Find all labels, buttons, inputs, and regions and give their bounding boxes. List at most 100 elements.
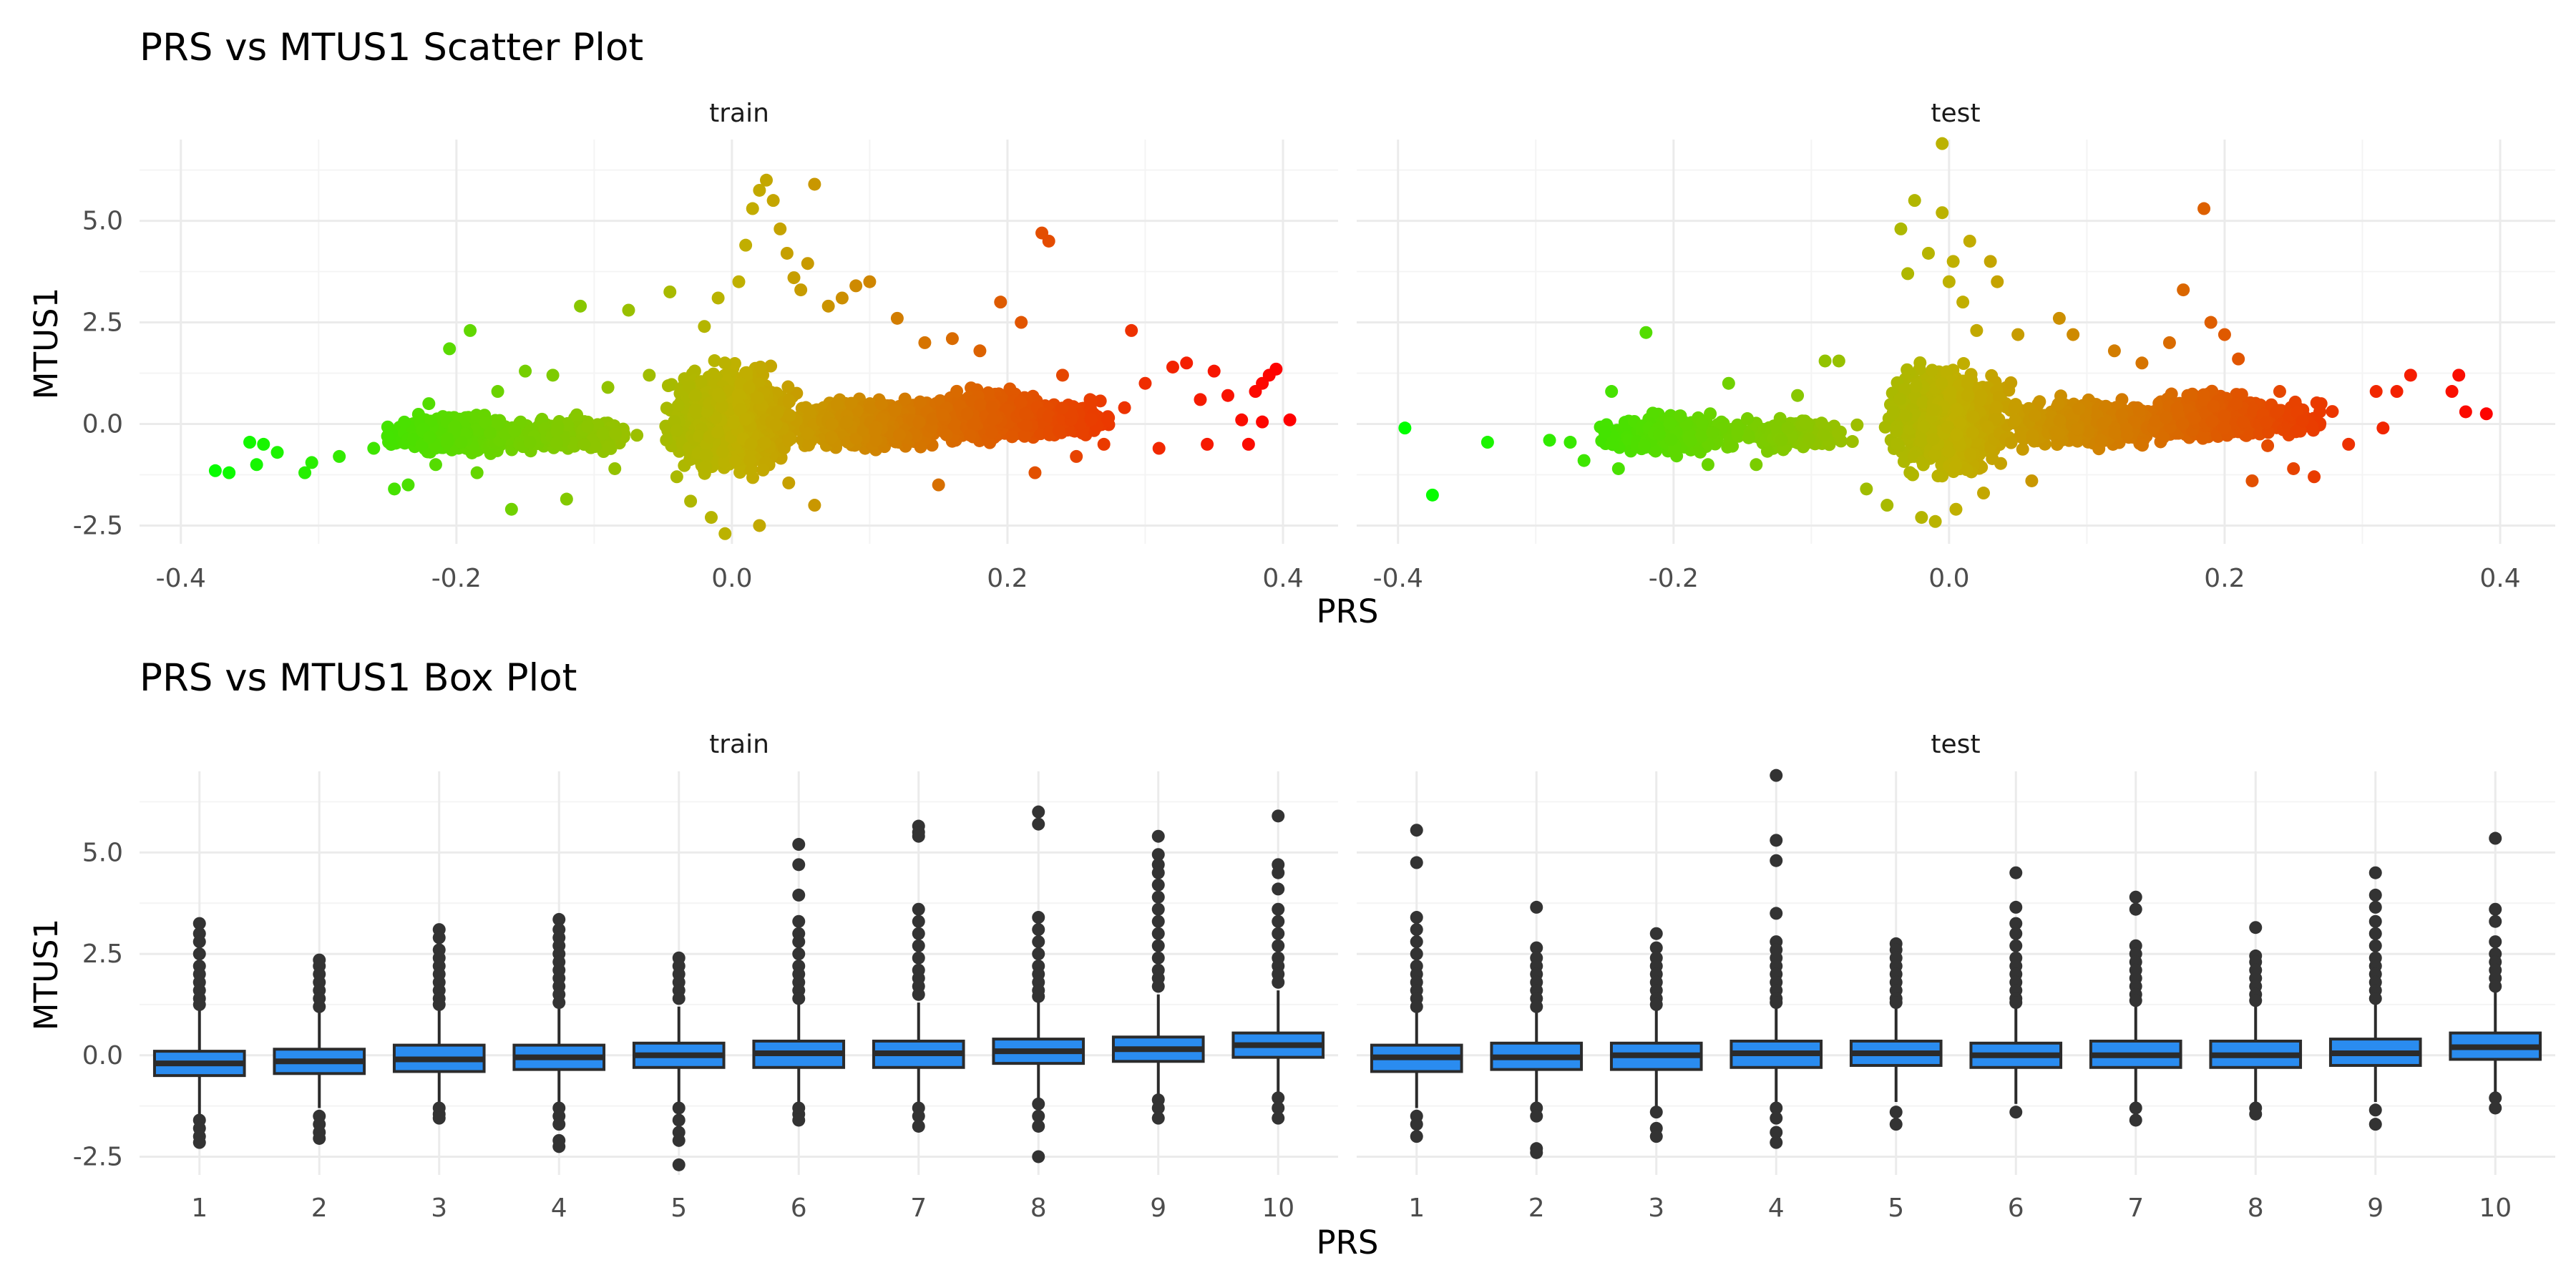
scatter-point — [863, 275, 877, 288]
x-tick-label: 0.2 — [987, 564, 1028, 593]
scatter-point — [398, 415, 411, 429]
scatter-point — [1802, 432, 1815, 446]
scatter-point — [728, 454, 742, 468]
scatter-point — [985, 426, 998, 439]
scatter-point — [1097, 437, 1111, 451]
scatter-point — [756, 463, 770, 477]
scatter-point — [1682, 432, 1696, 446]
scatter-point — [758, 436, 771, 449]
scatter-point — [1018, 429, 1031, 443]
scatter-point — [766, 194, 780, 208]
y-tick-label: 5.0 — [82, 207, 123, 236]
scatter-point — [622, 303, 635, 317]
scatter-point — [825, 431, 839, 444]
scatter-point — [973, 344, 987, 358]
scatter-point — [429, 458, 442, 472]
scatter-point — [771, 406, 784, 419]
scatter-point — [963, 429, 977, 442]
scatter-point — [718, 527, 732, 540]
scatter-point — [801, 427, 814, 441]
scatter-point — [270, 446, 284, 459]
scatter-point — [1221, 389, 1234, 402]
scatter-point — [588, 440, 602, 454]
scatter-point — [596, 427, 610, 441]
scatter-point — [1269, 362, 1283, 376]
scatter-point — [1798, 416, 1812, 429]
scatter-point — [1083, 393, 1097, 406]
scatter-point — [753, 519, 766, 532]
scatter-point — [1028, 466, 1042, 479]
scatter-point — [577, 438, 591, 452]
x-tick-label: 0.4 — [1262, 564, 1303, 593]
scatter-point — [1015, 316, 1028, 329]
scatter-point — [601, 381, 615, 394]
scatter-point — [746, 202, 759, 215]
scatter-point — [753, 360, 767, 374]
y-tick-label: 0.0 — [82, 409, 123, 439]
x-tick-label: -0.4 — [1373, 564, 1423, 593]
scatter-point — [630, 429, 644, 442]
scatter-point — [1042, 234, 1055, 248]
scatter-point — [523, 436, 537, 449]
scatter-point — [782, 476, 796, 489]
scatter-facet-train-label: train — [709, 99, 769, 128]
scatter-point — [787, 271, 801, 285]
scatter-point — [1652, 428, 1666, 441]
scatter-point — [890, 311, 904, 325]
scatter-point — [688, 403, 702, 416]
scatter-panel-test: -0.4 -0.2 0.0 0.2 0.4 — [1357, 137, 2555, 593]
scatter-point — [470, 466, 484, 479]
scatter-point — [783, 409, 796, 422]
scatter-point — [868, 424, 882, 438]
scatter-point — [1832, 426, 1845, 440]
scatter-point — [551, 419, 565, 433]
scatter-point — [367, 441, 381, 455]
scatter-point — [739, 238, 753, 252]
scatter-point — [711, 291, 725, 305]
scatter-point — [602, 440, 615, 454]
scatter-point — [1695, 416, 1709, 430]
scatter-point — [1125, 323, 1138, 337]
scatter-point — [257, 437, 270, 451]
scatter-point — [484, 426, 497, 440]
x-tick-label: -0.2 — [431, 564, 482, 593]
scatter-point — [874, 397, 888, 411]
scatter-point — [670, 470, 683, 484]
scatter-point — [936, 409, 950, 422]
scatter-point — [1166, 360, 1179, 374]
scatter-point — [711, 426, 725, 439]
scatter-point — [546, 369, 560, 382]
scatter-point — [1194, 393, 1207, 406]
scatter-point — [940, 428, 953, 441]
scatter-point — [1055, 401, 1069, 415]
scatter-point — [932, 478, 945, 492]
scatter-point — [1742, 431, 1755, 444]
scatter-point — [491, 385, 504, 399]
scatter-point — [808, 177, 821, 191]
scatter-point — [1005, 430, 1019, 444]
scatter-point — [1664, 433, 1678, 447]
scatter-point — [1663, 417, 1677, 431]
scatter-point — [470, 423, 484, 436]
scatter-point — [223, 466, 236, 479]
scatter-point — [1207, 364, 1221, 378]
scatter-point — [661, 379, 675, 393]
y-tick-label: -2.5 — [73, 511, 123, 540]
x-tick-label: 0.0 — [711, 564, 752, 593]
scatter-point — [744, 437, 758, 451]
scatter-point — [731, 388, 745, 401]
scatter-point — [898, 392, 912, 406]
scatter-point — [243, 436, 257, 449]
scatter-point — [333, 449, 346, 463]
x-tick-label: 0.4 — [2479, 564, 2520, 593]
scatter-point — [1845, 435, 1859, 449]
scatter-point — [250, 458, 263, 472]
scatter-point — [608, 462, 622, 475]
scatter-point — [985, 401, 999, 414]
scatter-point — [208, 464, 222, 477]
scatter-point — [1637, 439, 1651, 452]
scatter-point — [738, 412, 752, 426]
scatter-point — [1084, 413, 1098, 426]
scatter-point — [401, 478, 415, 492]
scatter-point — [1070, 449, 1083, 463]
